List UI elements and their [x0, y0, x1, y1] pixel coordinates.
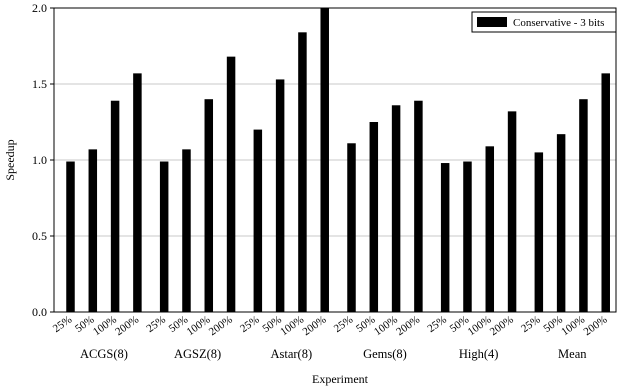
x-tick-label: 200%	[394, 314, 422, 339]
y-tick-label: 1.0	[32, 153, 47, 167]
x-tick-label: 100%	[185, 314, 213, 339]
y-tick-label: 1.5	[32, 77, 47, 91]
bar	[391, 105, 401, 312]
bar	[485, 146, 495, 312]
x-tick-label: 200%	[488, 314, 516, 339]
legend-box	[471, 11, 617, 33]
bar	[66, 161, 75, 312]
x-tick-label: 25%	[332, 314, 355, 335]
bar	[320, 8, 329, 312]
bar	[556, 134, 566, 312]
bar	[579, 99, 588, 312]
bar	[507, 111, 517, 312]
group-label: ACGS(8)	[80, 347, 128, 361]
y-tick-labels: 0.0 0.5 1.0 1.5 2.0	[32, 1, 47, 319]
bar	[601, 73, 610, 312]
bar	[369, 122, 379, 312]
x-tick-label: 25%	[144, 314, 167, 335]
plot-frame	[53, 7, 617, 313]
axes	[50, 7, 617, 313]
y-tick-label: 0.5	[32, 229, 47, 243]
x-tick-label: 25%	[51, 314, 74, 335]
legend: Conservative - 3 bits	[471, 11, 617, 33]
x-tick-label: 100%	[278, 314, 306, 339]
bar	[204, 99, 214, 312]
bar	[133, 73, 142, 312]
x-tick-label: 100%	[559, 314, 587, 339]
bar	[182, 149, 191, 312]
x-tick-label: 100%	[372, 314, 400, 339]
x-tick-label: 25%	[238, 314, 261, 335]
x-tick-label: 25%	[519, 314, 542, 335]
y-tick-label: 2.0	[32, 1, 47, 15]
x-tick-label: 100%	[466, 314, 494, 339]
x-tick-label: 200%	[301, 314, 329, 339]
x-axis-label: Experiment	[312, 372, 369, 386]
group-label: AGSZ(8)	[174, 347, 221, 361]
y-axis-label: Speedup	[3, 139, 17, 180]
bar	[440, 163, 450, 312]
x-tick-label: 200%	[113, 314, 141, 339]
x-tick-label: 200%	[582, 314, 610, 339]
bar	[463, 161, 472, 312]
x-tick-label: 100%	[91, 314, 119, 339]
bar	[275, 79, 285, 312]
group-label: Astar(8)	[270, 347, 312, 361]
x-tick-label: 200%	[207, 314, 235, 339]
group-label: Mean	[558, 347, 587, 361]
bars	[66, 8, 610, 312]
group-label: Gems(8)	[363, 347, 407, 361]
bar	[159, 161, 169, 312]
bar	[226, 56, 236, 312]
legend-label: Conservative - 3 bits	[513, 17, 604, 29]
bar	[534, 152, 544, 312]
bar	[88, 149, 98, 312]
legend-swatch	[477, 17, 507, 27]
bar	[253, 129, 263, 312]
group-label: High(4)	[459, 347, 499, 361]
bar	[110, 100, 120, 312]
group-labels: ACGS(8) AGSZ(8) Astar(8) Gems(8) High(4) Mean	[80, 347, 587, 361]
y-tick-label: 0.0	[32, 305, 47, 319]
x-tick-labels: 25%50%100%200% 25%50%100%200% 25%50%100%20…	[51, 314, 610, 339]
bar	[414, 100, 423, 312]
x-tick-label: 25%	[425, 314, 448, 335]
bar	[347, 143, 356, 312]
bar	[298, 32, 307, 312]
